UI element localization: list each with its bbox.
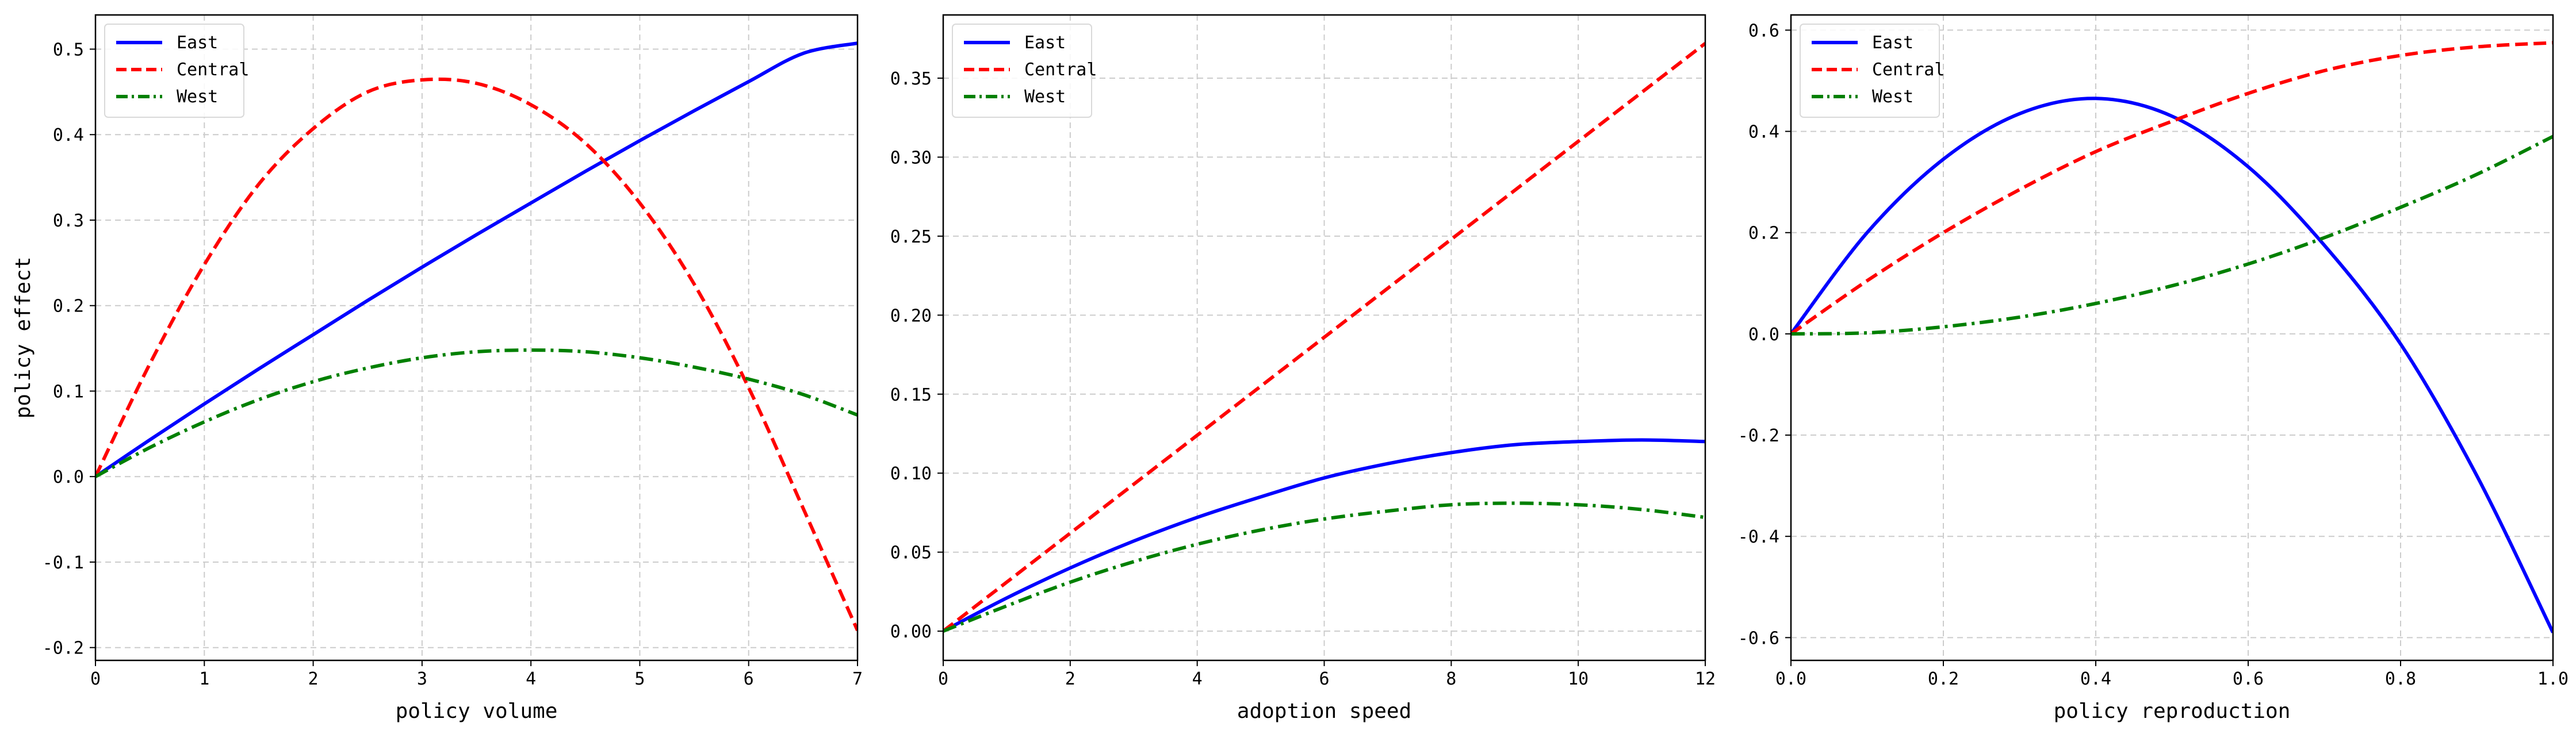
y-tick-label: 0.6 [1748,21,1779,41]
y-tick-label: 0.0 [1748,325,1779,345]
x-tick-label: 6 [1319,669,1329,689]
x-tick-label: 1 [199,669,209,689]
axes-frame [1790,14,2554,662]
chart-panel-1: 0 1 2 3 4 5 6 7 -0.2 -0.1 0.0 0.1 0.2 0.3 0.4 0.5 policy… [12,14,863,723]
series-line-central [943,42,1705,633]
y-tick-label: 0.4 [1748,122,1779,143]
x-tick-label: 4 [1192,669,1203,689]
legend: East Central West [1800,24,1945,118]
x-axis-label: policy volume [396,699,558,723]
x-tick-label: 0 [90,669,101,689]
legend-label-west: West [177,87,218,107]
y-tick-label: 0.2 [1748,224,1779,244]
x-tick-label: 1.0 [2537,669,2569,689]
series-line-east [95,41,858,478]
x-tick-label: 4 [526,669,536,689]
y-tick-label: -0.2 [1738,426,1779,446]
legend: East Central West [104,24,249,118]
x-axis-label: policy reproduction [2054,699,2291,723]
legend: East Central West [952,24,1097,118]
series-line-west [95,348,858,478]
legend-label-west: West [1024,87,1066,107]
y-tick-label: 0.30 [890,148,932,168]
legend-label-west: West [1872,87,1913,107]
x-tick-label: 7 [852,669,863,689]
y-tick-label: 0.10 [890,464,932,484]
legend-label-central: Central [177,60,249,80]
x-tick-label: 8 [1446,669,1456,689]
series-line-west [1791,134,2553,336]
y-tick-label: 0.05 [890,543,932,563]
x-tick-label: 12 [1695,669,1716,689]
chart-panel-2: 0 2 4 6 8 10 12 0.00 0.05 0.10 0.15 0.20 0.25 0.30 0.3… [890,14,1716,723]
legend-box [952,24,1092,118]
x-tick-label: 3 [417,669,427,689]
y-tick-label: 0.5 [53,40,84,60]
x-tick-label: 2 [1065,669,1075,689]
x-tick-label: 0.4 [2080,669,2111,689]
legend-box [104,24,244,118]
y-tick-label: 0.0 [53,467,84,487]
y-tick-label: -0.4 [1738,527,1779,547]
x-tick-label: 6 [744,669,754,689]
y-axis-label: policy effect [12,257,35,419]
series-line-west [943,501,1705,633]
y-tick-label: 0.4 [53,125,84,145]
series-line-central [95,77,858,632]
x-tick-label: 10 [1568,669,1589,689]
legend-box [1800,24,1940,118]
y-tick-label: 0.35 [890,69,932,89]
y-tick-label: 0.3 [53,211,84,231]
x-tick-label: 0.8 [2385,669,2416,689]
series-line-central [1791,41,2553,336]
x-tick-label: 5 [634,669,645,689]
y-tick-label: 0.20 [890,306,932,326]
x-tick-label: 0.6 [2233,669,2264,689]
legend-label-central: Central [1024,60,1097,80]
x-tick-label: 0 [938,669,948,689]
x-tick-label: 2 [308,669,319,689]
legend-label-central: Central [1872,60,1945,80]
y-tick-label: 0.2 [53,297,84,317]
legend-label-east: East [1024,33,1066,53]
y-tick-label: -0.1 [43,553,84,573]
y-tick-label: -0.2 [43,639,84,659]
x-tick-label: 0.0 [1775,669,1806,689]
y-tick-label: 0.1 [53,382,84,402]
y-tick-label: 0.15 [890,385,932,405]
legend-label-east: East [1872,33,1913,53]
chart-panel-3: 0.0 0.2 0.4 0.6 0.8 1.0 -0.6 -0.4 -0.2 0.0 0.2 0.4 0… [1738,14,2569,723]
y-tick-label: 0.25 [890,227,932,247]
axes-frame [94,14,859,662]
y-tick-label: -0.6 [1738,628,1779,648]
x-tick-label: 0.2 [1928,669,1959,689]
x-axis-label: adoption speed [1237,699,1411,723]
series-line-east [1791,97,2553,633]
legend-label-east: East [177,33,218,53]
series-line-east [943,438,1705,633]
y-tick-label: 0.00 [890,622,932,642]
